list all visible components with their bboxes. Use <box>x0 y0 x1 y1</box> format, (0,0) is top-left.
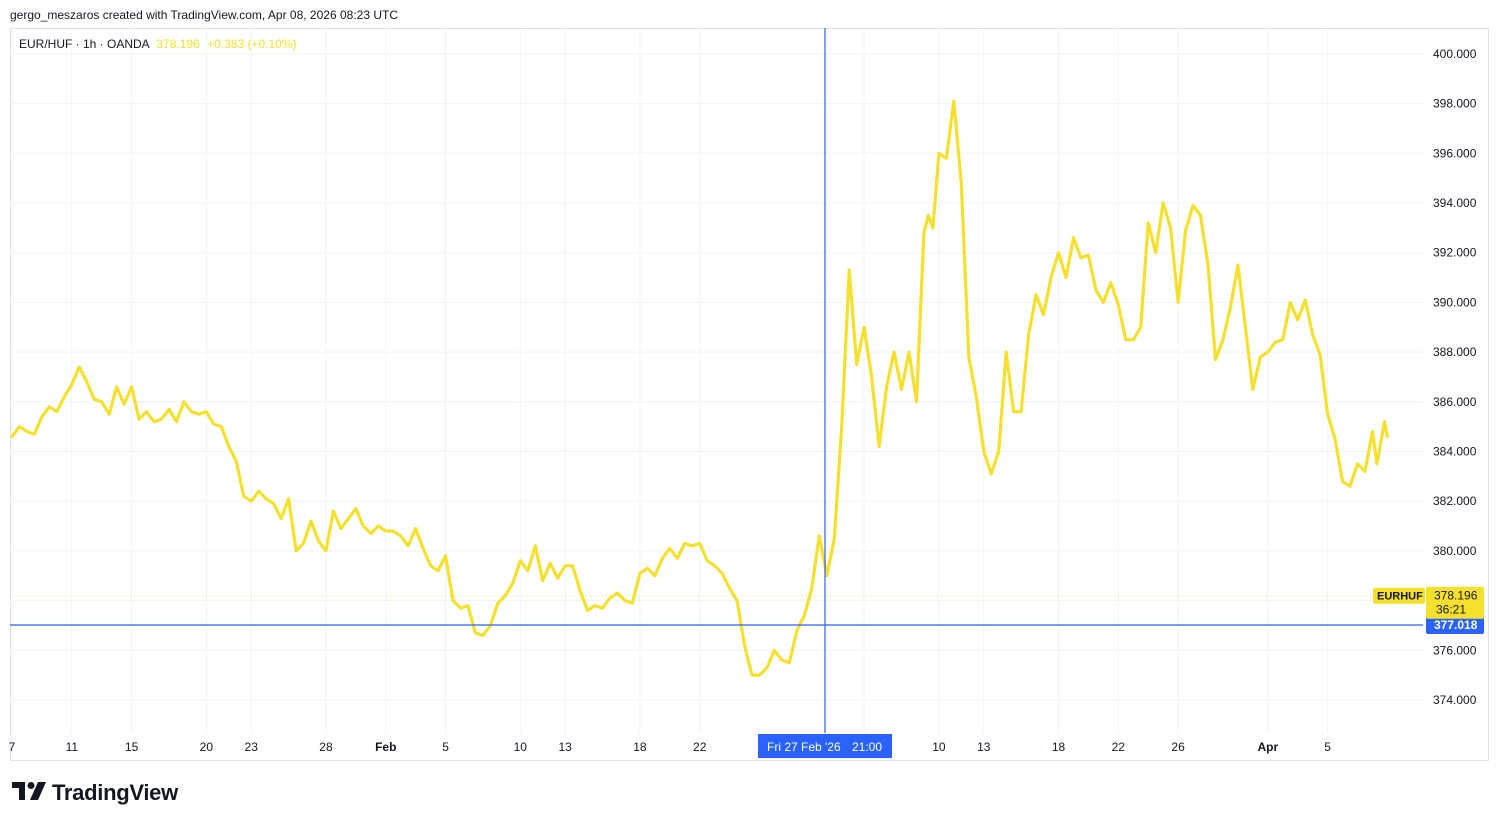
x-tick-label: 7 <box>9 740 16 754</box>
x-tick-label: 23 <box>245 740 259 754</box>
y-tick-label: 376.000 <box>1433 643 1477 657</box>
x-tick-label: 26 <box>1171 740 1185 754</box>
crosshair-price-box <box>1426 616 1484 635</box>
y-tick-label: 400.000 <box>1433 47 1477 61</box>
x-tick-label: 15 <box>125 740 139 754</box>
price-line-series <box>10 99 1390 677</box>
y-tick-label: 388.000 <box>1433 345 1477 359</box>
series-layer <box>10 99 1390 677</box>
last-price-label: 378.196 <box>1434 589 1478 603</box>
crosshair-time-label: 21:00 <box>852 740 882 754</box>
x-tick-label: 10 <box>514 740 528 754</box>
y-tick-label: 386.000 <box>1433 395 1477 409</box>
chart-credit: gergo_meszaros created with TradingView.… <box>10 8 398 22</box>
ticker-badge <box>1373 587 1425 604</box>
symbol-legend[interactable]: EUR/HUF · 1h · OANDA 378.196 +0.383 (+0.… <box>19 37 297 51</box>
y-tick-label: 394.000 <box>1433 196 1477 210</box>
x-tick-label: 10 <box>932 740 946 754</box>
x-tick-label: 5 <box>1324 740 1331 754</box>
x-tick-label: 5 <box>442 740 449 754</box>
crosshair-layer <box>10 28 1423 733</box>
tradingview-brand[interactable]: TradingView <box>12 780 178 806</box>
y-tick-label: 396.000 <box>1433 146 1477 160</box>
x-tick-label: 22 <box>693 740 707 754</box>
legend-price: 378.196 <box>156 37 200 51</box>
countdown-label: 36:21 <box>1436 603 1466 617</box>
y-tick-label: 382.000 <box>1433 494 1477 508</box>
x-tick-label: 18 <box>633 740 647 754</box>
y-tick-label: 380.000 <box>1433 544 1477 558</box>
crosshair-date-box <box>758 734 892 758</box>
grid <box>10 28 1423 733</box>
x-tick-label: 18 <box>1052 740 1066 754</box>
chart-frame[interactable] <box>10 28 1489 761</box>
x-tick-label: Apr <box>1257 740 1278 754</box>
y-tick-label: 390.000 <box>1433 295 1477 309</box>
x-tick-label: 20 <box>200 740 214 754</box>
y-tick-label: 392.000 <box>1433 246 1477 260</box>
y-tick-label: 384.000 <box>1433 445 1477 459</box>
x-tick-label: 13 <box>977 740 991 754</box>
symbol-label[interactable]: EUR/HUF · 1h · OANDA <box>19 37 150 51</box>
tradingview-logo-icon <box>12 781 46 805</box>
crosshair-date-label: Fri 27 Feb '26 <box>767 740 841 754</box>
crosshair-price-label: 377.018 <box>1434 618 1478 632</box>
ticker-badge-label: EURHUF <box>1377 591 1423 603</box>
x-tick-label: 13 <box>558 740 572 754</box>
axes: 374.000376.000378.000380.000382.000384.0… <box>9 47 1484 758</box>
brand-name: TradingView <box>52 780 178 805</box>
legend-change: +0.383 (+0.10%) <box>207 37 297 51</box>
x-tick-label: 28 <box>319 740 333 754</box>
y-tick-label: 374.000 <box>1433 693 1477 707</box>
y-tick-label: 398.000 <box>1433 97 1477 111</box>
last-price-box <box>1426 586 1484 619</box>
x-tick-label: 22 <box>1112 740 1126 754</box>
x-tick-label: 11 <box>66 740 79 754</box>
x-tick-label: Feb <box>375 740 396 754</box>
